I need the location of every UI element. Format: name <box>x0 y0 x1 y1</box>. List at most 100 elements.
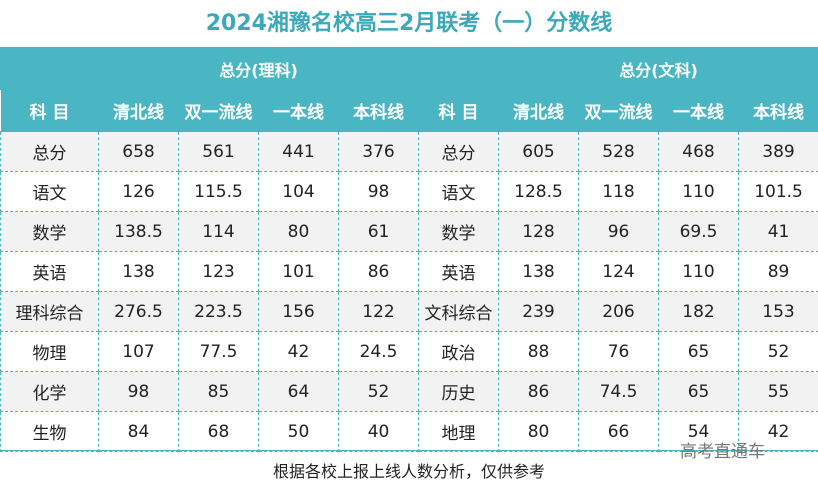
column-header: 清北线 <box>99 90 179 132</box>
cell: 110 <box>659 172 739 212</box>
cell: 52 <box>339 372 419 412</box>
cell: 理科综合 <box>1 292 99 332</box>
cell: 历史 <box>419 372 499 412</box>
column-header: 清北线 <box>499 90 579 132</box>
cell: 89 <box>739 252 818 292</box>
cell: 468 <box>659 132 739 172</box>
cell: 376 <box>339 132 419 172</box>
cell: 122 <box>339 292 419 332</box>
cell: 52 <box>739 332 818 372</box>
cell: 74.5 <box>579 372 659 412</box>
cell: 地理 <box>419 412 499 452</box>
cell: 68 <box>179 412 259 452</box>
cell: 65 <box>659 372 739 412</box>
watermark: 高考直通车 <box>680 437 765 462</box>
cell: 138 <box>499 252 579 292</box>
cell: 88 <box>499 332 579 372</box>
cell: 114 <box>179 212 259 252</box>
cell: 182 <box>659 292 739 332</box>
cell: 69.5 <box>659 212 739 252</box>
cell: 123 <box>179 252 259 292</box>
cell: 124 <box>579 252 659 292</box>
cell: 98 <box>339 172 419 212</box>
cell: 101.5 <box>739 172 818 212</box>
cell: 206 <box>579 292 659 332</box>
cell: 104 <box>259 172 339 212</box>
column-header: 本科线 <box>339 90 419 132</box>
cell: 86 <box>339 252 419 292</box>
cell: 101 <box>259 252 339 292</box>
cell: 128 <box>499 212 579 252</box>
cell: 40 <box>339 412 419 452</box>
cell: 96 <box>579 212 659 252</box>
cell: 24.5 <box>339 332 419 372</box>
group-row: 总分(理科) 总分(文科) <box>1 49 818 90</box>
cell: 政治 <box>419 332 499 372</box>
cell: 658 <box>99 132 179 172</box>
group-header: 总分(文科) <box>499 49 818 90</box>
cell: 总分 <box>1 132 99 172</box>
cell: 55 <box>739 372 818 412</box>
cell: 生物 <box>1 412 99 452</box>
cell: 64 <box>259 372 339 412</box>
cell: 128.5 <box>499 172 579 212</box>
cell: 561 <box>179 132 259 172</box>
column-header: 双一流线 <box>179 90 259 132</box>
cell: 数学 <box>1 212 99 252</box>
cell: 英语 <box>419 252 499 292</box>
cell: 65 <box>659 332 739 372</box>
cell: 86 <box>499 372 579 412</box>
cell: 98 <box>99 372 179 412</box>
cell: 389 <box>739 132 818 172</box>
cell: 语文 <box>1 172 99 212</box>
cell: 66 <box>579 412 659 452</box>
group-header: 总分(理科) <box>99 49 419 90</box>
cell: 441 <box>259 132 339 172</box>
cell: 76 <box>579 332 659 372</box>
column-header: 本科线 <box>739 90 818 132</box>
column-header: 双一流线 <box>579 90 659 132</box>
cell: 英语 <box>1 252 99 292</box>
cell: 数学 <box>419 212 499 252</box>
cell: 110 <box>659 252 739 292</box>
cell: 84 <box>99 412 179 452</box>
cell: 41 <box>739 212 818 252</box>
cell: 语文 <box>419 172 499 212</box>
cell: 总分 <box>419 132 499 172</box>
score-table: 总分(理科)总分(文科)科 目清北线双一流线一本线本科线科 目清北线双一流线一本… <box>0 48 818 452</box>
cell: 153 <box>739 292 818 332</box>
cell: 223.5 <box>179 292 259 332</box>
cell: 物理 <box>1 332 99 372</box>
cell: 605 <box>499 132 579 172</box>
cell: 528 <box>579 132 659 172</box>
cell: 77.5 <box>179 332 259 372</box>
cell: 80 <box>499 412 579 452</box>
cell: 61 <box>339 212 419 252</box>
cell: 107 <box>99 332 179 372</box>
cell: 138 <box>99 252 179 292</box>
cell: 115.5 <box>179 172 259 212</box>
spacer-cell <box>1 49 99 90</box>
spacer-cell <box>419 49 499 90</box>
column-header: 科 目 <box>419 90 499 132</box>
cell: 276.5 <box>99 292 179 332</box>
header-row: 科 目清北线双一流线一本线本科线科 目清北线双一流线一本线本科线 <box>1 90 818 132</box>
cell: 126 <box>99 172 179 212</box>
cell: 42 <box>259 332 339 372</box>
cell: 50 <box>259 412 339 452</box>
title: 2024湘豫名校高三2月联考（一）分数线 <box>0 0 818 48</box>
cell: 化学 <box>1 372 99 412</box>
cell: 239 <box>499 292 579 332</box>
column-header: 一本线 <box>259 90 339 132</box>
column-header: 一本线 <box>659 90 739 132</box>
cell: 文科综合 <box>419 292 499 332</box>
cell: 156 <box>259 292 339 332</box>
